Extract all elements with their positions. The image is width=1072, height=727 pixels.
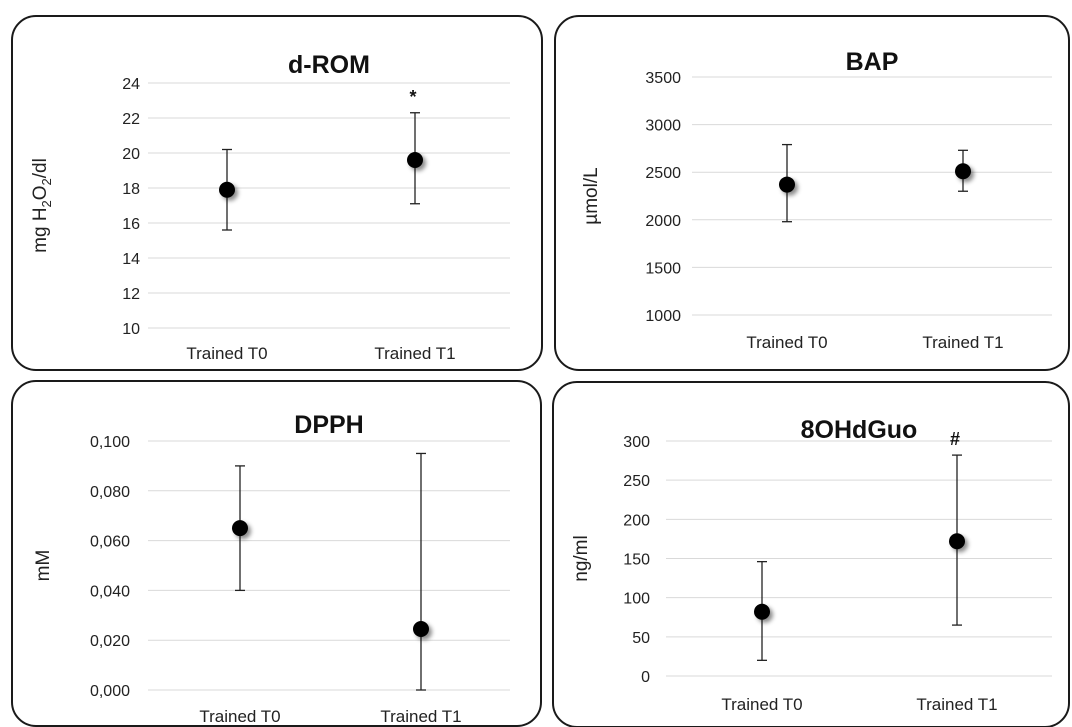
chart-title: 8OHdGuo xyxy=(801,416,918,444)
y-tick-label: 3000 xyxy=(645,118,681,135)
x-category-label: Trained T1 xyxy=(380,707,461,726)
y-tick-label: 0,020 xyxy=(90,633,130,650)
chart-title: DPPH xyxy=(294,411,363,439)
data-point-marker xyxy=(413,620,429,637)
data-point-marker xyxy=(779,176,795,193)
data-point-marker xyxy=(232,520,248,537)
data-point-marker xyxy=(407,152,423,168)
y-tick-label: 20 xyxy=(122,146,140,163)
x-category-label: Trained T0 xyxy=(746,333,827,352)
y-tick-label: 150 xyxy=(623,552,650,569)
data-point-marker xyxy=(949,533,965,550)
chart-panel-4: 0 50 100 150 200 250 300 8OHdGuo ng/ml Trained T0… xyxy=(552,381,1070,727)
y-tick-label: 250 xyxy=(623,473,650,490)
significance-marker: * xyxy=(409,87,416,107)
x-category-label: Trained T0 xyxy=(199,707,280,726)
chart-panel-1: 10 12 14 16 18 20 22 24 d-ROM mg H2O2/dl Trained T… xyxy=(11,15,543,371)
y-tick-label: 300 xyxy=(623,434,650,451)
data-point-marker xyxy=(955,163,971,180)
y-axis-label: mM xyxy=(33,550,54,582)
y-axis-label: µmol/L xyxy=(581,167,602,224)
chart-title: BAP xyxy=(846,48,899,76)
y-tick-label: 0,080 xyxy=(90,484,130,501)
panel-frame xyxy=(552,381,1070,727)
chart-panel-2: 1000 1500 2000 2500 3000 3500 BAP µmol/L Trained… xyxy=(554,15,1070,371)
y-tick-label: 0,000 xyxy=(90,683,130,700)
y-axis-label: mg H2O2/dl xyxy=(30,158,54,253)
panel-frame xyxy=(11,15,543,371)
y-tick-label: 10 xyxy=(122,321,140,338)
x-category-label: Trained T1 xyxy=(922,333,1003,352)
x-category-label: Trained T0 xyxy=(186,344,267,363)
significance-marker: # xyxy=(950,429,960,449)
y-tick-label: 1500 xyxy=(645,260,681,277)
y-tick-label: 22 xyxy=(122,111,140,128)
y-tick-label: 24 xyxy=(122,76,140,93)
y-tick-label: 1000 xyxy=(645,308,681,325)
y-tick-label: 18 xyxy=(122,181,140,198)
y-tick-label: 3500 xyxy=(645,70,681,87)
x-category-label: Trained T1 xyxy=(374,344,455,363)
y-tick-label: 16 xyxy=(122,216,140,233)
chart-panel-3: 0,000 0,020 0,040 0,060 0,080 0,100 DPPH mM Trai… xyxy=(11,380,542,727)
panel-frame xyxy=(11,380,542,727)
y-tick-label: 0,100 xyxy=(90,434,130,451)
data-point-marker xyxy=(219,181,235,198)
y-tick-label: 0 xyxy=(641,669,650,686)
y-tick-label: 0,040 xyxy=(90,583,130,600)
x-category-label: Trained T1 xyxy=(916,695,997,714)
y-tick-label: 2000 xyxy=(645,213,681,230)
y-tick-label: 12 xyxy=(122,286,140,303)
y-axis-label: ng/ml xyxy=(571,535,592,581)
panel-frame xyxy=(554,15,1070,371)
chart-title: d-ROM xyxy=(288,51,370,79)
data-point-marker xyxy=(754,603,770,620)
y-tick-label: 14 xyxy=(122,251,140,268)
x-category-label: Trained T0 xyxy=(721,695,802,714)
y-tick-label: 2500 xyxy=(645,165,681,182)
y-tick-label: 50 xyxy=(632,630,650,647)
y-tick-label: 100 xyxy=(623,591,650,608)
y-tick-label: 200 xyxy=(623,512,650,529)
y-tick-label: 0,060 xyxy=(90,534,130,551)
